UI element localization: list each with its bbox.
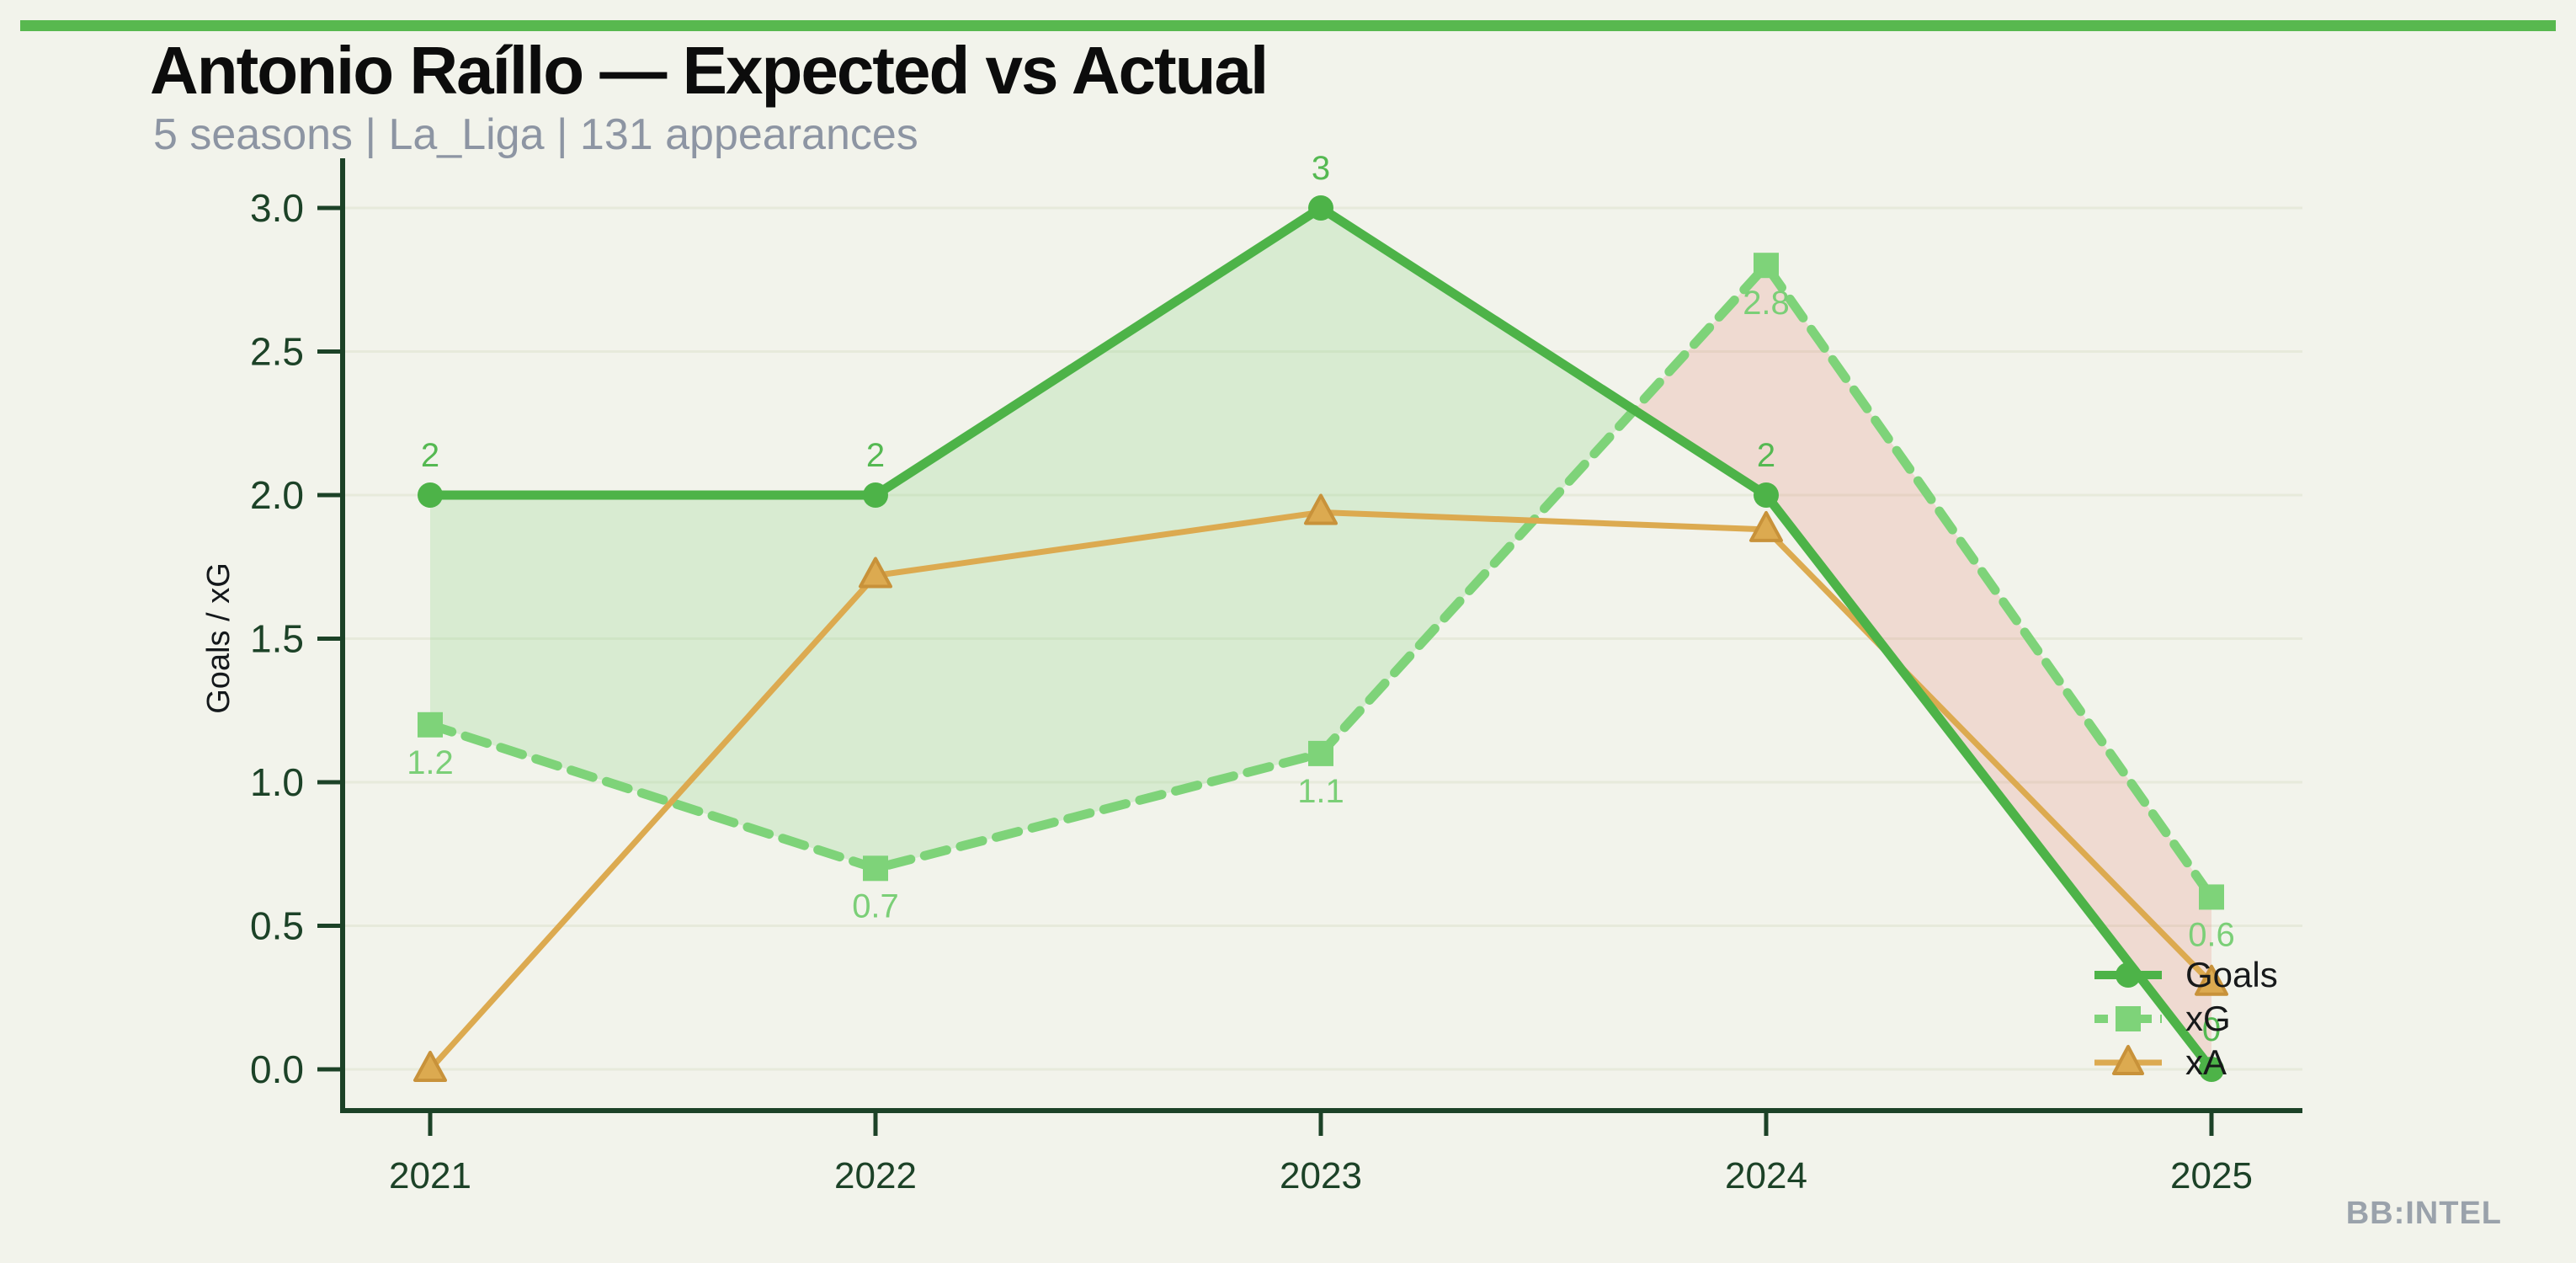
x-tick-label: 2021 bbox=[389, 1155, 471, 1196]
marker-xg bbox=[1754, 253, 1779, 279]
legend-label-xa: xA bbox=[2185, 1042, 2227, 1082]
difference-fills bbox=[430, 208, 2211, 1069]
legend-item-goals: Goals bbox=[2093, 953, 2278, 997]
legend-marker-goals bbox=[2094, 962, 2162, 988]
value-label-goals: 2 bbox=[1757, 437, 1775, 474]
legend-item-xg: xG bbox=[2093, 997, 2278, 1041]
legend: Goals xG xA bbox=[2093, 953, 2278, 1084]
marker-xa bbox=[413, 1051, 447, 1082]
series-markers bbox=[413, 195, 2228, 1082]
marker-xa bbox=[1749, 510, 1783, 542]
marker-xa bbox=[859, 557, 892, 589]
marker-goals bbox=[1754, 482, 1779, 508]
legend-sample-marker bbox=[2116, 962, 2141, 988]
marker-xa bbox=[1304, 493, 1338, 525]
value-label-xg: 2.8 bbox=[1743, 285, 1790, 322]
value-label-goals: 3 bbox=[1312, 150, 1330, 187]
y-tick-label: 0.5 bbox=[250, 904, 304, 948]
fill-overperformance bbox=[430, 208, 1635, 869]
fill-underperformance bbox=[1634, 265, 2211, 1069]
y-tick-label: 1.0 bbox=[250, 760, 304, 804]
marker-xg bbox=[2199, 884, 2224, 910]
marker-goals bbox=[418, 482, 443, 508]
top-accent-bar bbox=[20, 20, 2556, 31]
value-label-xg: 0.7 bbox=[852, 887, 899, 925]
chart-subtitle: 5 seasons | La_Liga | 131 appearances bbox=[153, 110, 918, 159]
y-tick-label: 2.0 bbox=[250, 473, 304, 517]
value-label-goals: 2 bbox=[866, 437, 885, 474]
y-axis-title: Goals / xG bbox=[201, 562, 237, 714]
legend-label-xg: xG bbox=[2185, 999, 2231, 1038]
legend-marker-xg bbox=[2094, 1006, 2162, 1031]
y-tick-label: 1.5 bbox=[250, 617, 304, 661]
value-label-goals: 2 bbox=[421, 437, 439, 474]
gridlines bbox=[343, 206, 2302, 1071]
legend-sample-marker bbox=[2112, 1045, 2144, 1075]
marker-goals bbox=[863, 482, 888, 508]
legend-label-goals: Goals bbox=[2185, 955, 2278, 994]
marker-goals bbox=[2199, 1057, 2224, 1082]
value-label-goals: 0 bbox=[2202, 1011, 2221, 1048]
chart-title: Antonio Raíllo — Expected vs Actual bbox=[150, 33, 1269, 108]
marker-xg bbox=[863, 855, 888, 882]
x-tick-label: 2024 bbox=[1725, 1155, 1807, 1196]
y-tick-label: 3.0 bbox=[250, 186, 304, 230]
marker-xg bbox=[1308, 740, 1333, 766]
axis-spines bbox=[340, 158, 2302, 1113]
x-tick-label: 2022 bbox=[834, 1155, 917, 1196]
legend-sample-marker bbox=[2116, 1006, 2141, 1031]
value-label-xg: 1.2 bbox=[407, 744, 454, 781]
watermark: BB:INTEL bbox=[2345, 1196, 2502, 1231]
legend-marker-xa bbox=[2094, 1045, 2162, 1075]
marker-xg bbox=[418, 711, 443, 738]
marker-xa bbox=[2195, 964, 2228, 996]
x-tick-label: 2025 bbox=[2170, 1155, 2253, 1196]
value-labels: 1.2 0.7 1.1 2.8 0.6 2 2 3 2 0 bbox=[407, 150, 2235, 1048]
y-tick-label: 2.5 bbox=[250, 330, 304, 374]
value-label-xg: 0.6 bbox=[2188, 916, 2235, 953]
marker-goals bbox=[1308, 195, 1333, 221]
x-tick-label: 2023 bbox=[1280, 1155, 1362, 1196]
legend-item-xa: xA bbox=[2093, 1041, 2278, 1084]
value-label-xg: 1.1 bbox=[1297, 773, 1344, 810]
y-tick-label: 0.0 bbox=[250, 1047, 304, 1091]
